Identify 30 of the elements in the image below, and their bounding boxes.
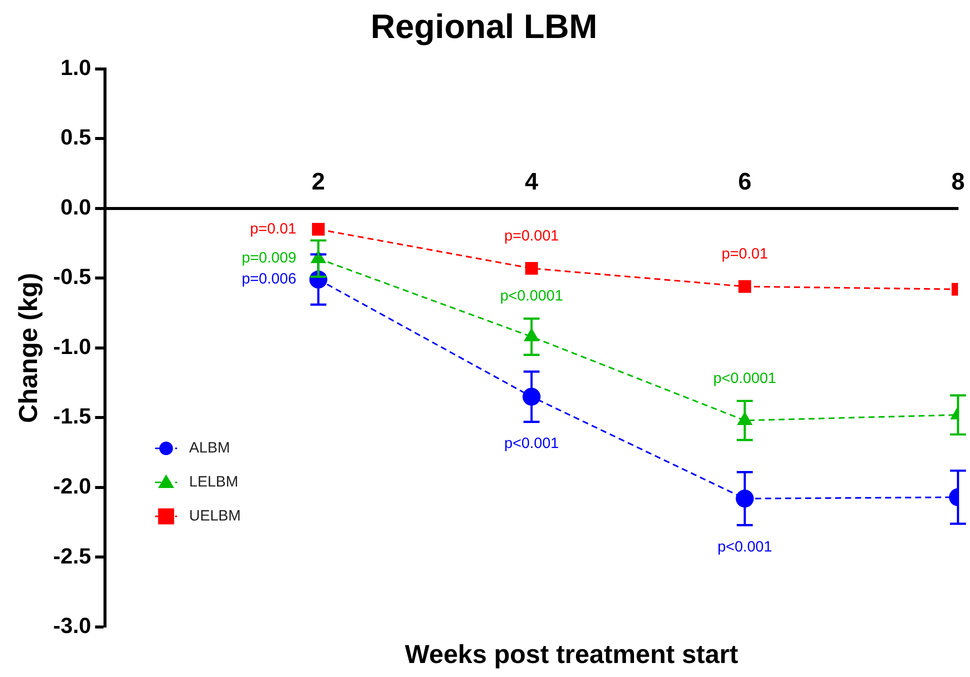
y-tick-label: -1.0: [53, 334, 92, 359]
y-axis-title: Change (kg): [12, 272, 43, 424]
y-tick-label: 0.5: [60, 124, 92, 150]
legend-label: ALBM: [189, 440, 230, 457]
y-tick-label: -1.5: [53, 404, 92, 429]
x-tick-label: 8: [951, 168, 965, 196]
annotation: p=0.009: [242, 250, 296, 267]
y-tick-label: -2.5: [53, 543, 92, 568]
annotation: p<0.001: [504, 435, 559, 452]
point: [525, 262, 538, 275]
annotation: p=0.01: [722, 246, 768, 263]
annotation: p=0.001: [504, 227, 559, 244]
annotation: p<0.001: [717, 538, 772, 556]
y-tick-label: -3.0: [53, 613, 92, 638]
annotation: p<0.0001: [713, 370, 776, 388]
y-tick-label: 1.0: [60, 54, 92, 80]
y-tick-label: -2.0: [53, 474, 92, 499]
point: [312, 222, 325, 236]
legend-label: LELBM: [189, 474, 238, 491]
annotation: p=0.01: [250, 220, 296, 238]
x-axis-title: Weeks post treatment start: [404, 639, 739, 670]
x-tick-label: 6: [738, 168, 752, 196]
legend-label: UELBM: [189, 508, 241, 525]
y-tick-label: 0.0: [60, 194, 92, 220]
x-tick-label: 2: [312, 168, 326, 196]
y-tick-label: -0.5: [53, 264, 92, 290]
chart-title: Regional LBM: [370, 8, 598, 46]
annotation: p=0.006: [242, 270, 296, 288]
annotation: p<0.0001: [500, 288, 564, 305]
x-tick-label: 4: [524, 168, 539, 196]
